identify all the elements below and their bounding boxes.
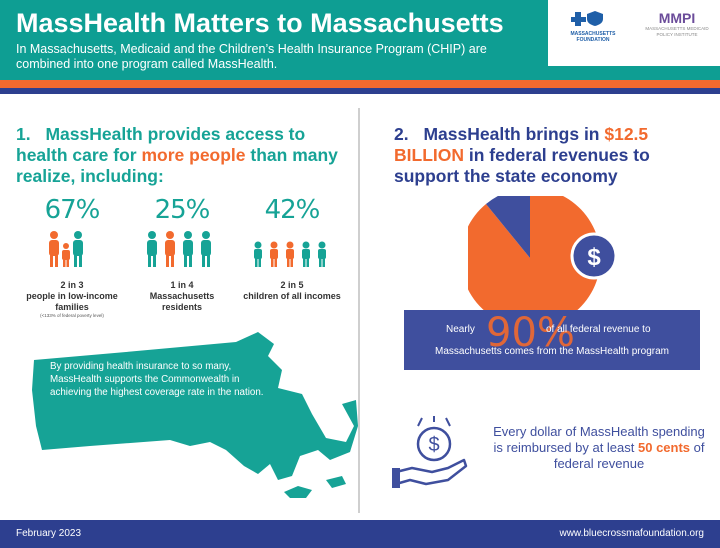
callout-big-percent: 90% (486, 310, 575, 356)
callout-line2: Massachusetts comes from the MassHealth … (435, 346, 669, 357)
section1-title-part1: MassHealth provides access to health car… (16, 124, 306, 165)
stat-ratio: 1 in 4 (170, 280, 194, 290)
mmpi-logo[interactable]: MMPI MASSACHUSETTS MEDICAID POLICY INSTI… (644, 10, 710, 38)
family-icon (49, 231, 83, 267)
pie-slice-other (486, 196, 530, 258)
footer-date: February 2023 (16, 528, 82, 539)
cross-shield-icon (571, 11, 603, 26)
map-caption: By providing health insurance to so many… (50, 361, 264, 398)
reimbursement-highlight: 50 cents (638, 440, 691, 455)
stat-card: 42% 2 in 5 children of all incomes (242, 195, 342, 302)
stat-percent: 67% (44, 195, 101, 225)
stat-label: people in low-income families (26, 291, 118, 312)
section2-title-part2: in federal revenues to support the state… (394, 145, 650, 186)
navy-stripe (0, 88, 720, 94)
section2-title-highlight: $12.5 BILLION (394, 124, 649, 165)
footer-url-link[interactable]: www.bluecrossmafoundation.org (559, 528, 704, 539)
bcbs-logo-text: MASSACHUSETTS FOUNDATION (570, 31, 616, 43)
column-divider (358, 108, 360, 513)
logo-area: MASSACHUSETTS FOUNDATION MMPI MASSACHUSE… (548, 0, 720, 66)
stat-percent: 25% (154, 195, 211, 225)
callout-suffix: of all federal revenue to (546, 324, 651, 335)
residents-icon (147, 231, 211, 267)
section1-number: 1. (16, 124, 31, 144)
massachusetts-map (32, 332, 358, 498)
revenue-pie-chart: $ (468, 196, 618, 316)
bcbs-logo[interactable]: MASSACHUSETTS FOUNDATION (562, 10, 624, 43)
svg-text:$: $ (587, 244, 601, 271)
federal-revenue-callout: 90% Nearly of all federal revenue to Mas… (404, 310, 700, 370)
section1-title: 1. MassHealth provides access to health … (16, 124, 346, 187)
section2-title: 2. MassHealth brings in $12.5 BILLION in… (394, 124, 704, 187)
svg-text:$: $ (428, 434, 439, 456)
orange-stripe (0, 80, 720, 88)
page-subtitle: In Massachusetts, Medicaid and the Child… (16, 42, 487, 71)
stat-label: Massachusetts residents (149, 291, 215, 312)
stat-ratio: 2 in 5 (280, 280, 304, 290)
pie-slice-masshealth (468, 196, 601, 316)
reimbursement-text: Every dollar of MassHealth spending is r… (488, 424, 710, 472)
hand-with-dollar-icon: $ (392, 416, 468, 488)
stat-card: 25% 1 in 4 Massachusetts residents (132, 195, 232, 313)
page-title: MassHealth Matters to Massachusetts (16, 8, 504, 38)
callout-prefix: Nearly (446, 324, 475, 335)
stat-label: children of all incomes (243, 291, 341, 301)
reimbursement-text-part2: of federal revenue (553, 440, 705, 471)
stat-percent: 42% (264, 195, 321, 225)
children-icon (254, 241, 326, 267)
footer-bar: February 2023 www.bluecrossmafoundation.… (0, 520, 720, 548)
stat-ratio: 2 in 3 (60, 280, 84, 290)
section2-title-part1: MassHealth brings in (423, 124, 605, 144)
stat-card: 67% 2 in 3 people in low-income families… (22, 195, 122, 319)
section1-title-part2: than many realize, including: (16, 145, 338, 186)
section2-number: 2. (394, 124, 409, 144)
reimbursement-text-part1: Every dollar of MassHealth spending is r… (493, 424, 705, 455)
mmpi-logo-text: MASSACHUSETTS MEDICAID POLICY INSTITUTE (645, 26, 709, 37)
mmpi-logo-mark: MMPI (658, 10, 696, 26)
stat-footnote: (<133% of federal poverty level) (40, 313, 104, 318)
dollar-coin-icon (570, 232, 618, 280)
section1-title-highlight: more people (141, 145, 246, 165)
header-banner: MassHealth Matters to Massachusetts In M… (0, 0, 720, 80)
